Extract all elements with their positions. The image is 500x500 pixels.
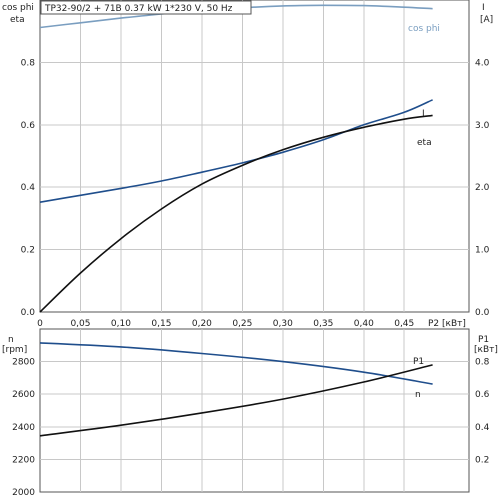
- series-label-eta: eta: [417, 138, 432, 148]
- y-right-tick-0-2: 2.0: [475, 183, 490, 193]
- y-left-unit-rpm: [rpm]: [2, 345, 27, 355]
- y-right-tick-0-4: 4.0: [475, 58, 490, 68]
- y-left-tick-0-1: 0.2: [21, 246, 35, 256]
- y-left-label-eta: eta: [10, 15, 25, 25]
- y-left-tick-1-3: 2600: [12, 390, 35, 400]
- x-tick-0: 0: [37, 319, 43, 329]
- y-left-label-n: n: [8, 335, 14, 345]
- x-tick-5: 0,25: [232, 319, 252, 329]
- x-tick-7: 0,35: [313, 319, 333, 329]
- chart-title: TP32-90/2 + 71B 0.37 kW 1*230 V, 50 Hz: [44, 4, 233, 14]
- y-right-tick-1-3: 0.8: [475, 358, 490, 368]
- y-left-tick-0-2: 0.4: [21, 183, 36, 193]
- x-tick-3: 0,15: [151, 319, 171, 329]
- y-right-tick-0-1: 1.0: [475, 246, 490, 256]
- y-right-tick-1-2: 0.6: [475, 390, 490, 400]
- series-line-eta: [39, 114, 433, 313]
- x-tick-4: 0,20: [192, 319, 212, 329]
- y-right-label-p1: P1: [478, 335, 489, 345]
- y-left-tick-1-1: 2200: [12, 455, 35, 465]
- x-tick-9: 0,45: [394, 319, 414, 329]
- series-lines: [39, 4, 433, 437]
- y-right-label-i: I: [482, 3, 485, 13]
- x-axis-label: P2 [кВт]: [428, 319, 466, 329]
- y-left-tick-1-0: 2000: [12, 488, 35, 498]
- x-tick-2: 0,10: [111, 319, 131, 329]
- grid: [40, 0, 469, 492]
- y-right-unit-kw: [кВт]: [474, 345, 498, 355]
- y-right-tick-0-0: 0.0: [475, 308, 490, 318]
- bottom-plot-frame: [39, 328, 470, 493]
- x-tick-1: 0,05: [70, 319, 90, 329]
- y-left-tick-0-4: 0.8: [21, 58, 36, 68]
- y-left-tick-1-2: 2400: [12, 423, 35, 433]
- series-line-P1: [39, 364, 433, 437]
- x-tick-6: 0,30: [273, 319, 293, 329]
- series-label-cosphi: cos phi: [408, 24, 440, 34]
- x-tick-8: 0,40: [354, 319, 374, 329]
- series-line-n: [39, 342, 433, 385]
- series-label-n: n: [415, 390, 421, 400]
- tick-labels: 0.0 0.2 0.4 0.6 0.8 0.0 1.0 2.0 3.0 4.0 2000 2200 24…: [12, 58, 489, 498]
- y-right-unit-a: [A]: [480, 15, 493, 25]
- series-label-i: I: [422, 109, 425, 119]
- y-left-tick-0-0: 0.0: [21, 308, 36, 318]
- y-right-tick-1-1: 0.4: [475, 423, 490, 433]
- y-left-label-cosphi: cos phi: [2, 3, 34, 13]
- y-left-tick-1-4: 2800: [12, 358, 35, 368]
- title-box: [40, 0, 252, 15]
- y-right-tick-0-3: 3.0: [475, 121, 490, 131]
- y-right-tick-1-0: 0.2: [475, 455, 489, 465]
- top-plot-frame: [39, 0, 470, 313]
- series-line-I: [39, 99, 433, 203]
- y-left-tick-0-3: 0.6: [21, 121, 36, 131]
- series-label-p1: P1: [413, 357, 424, 367]
